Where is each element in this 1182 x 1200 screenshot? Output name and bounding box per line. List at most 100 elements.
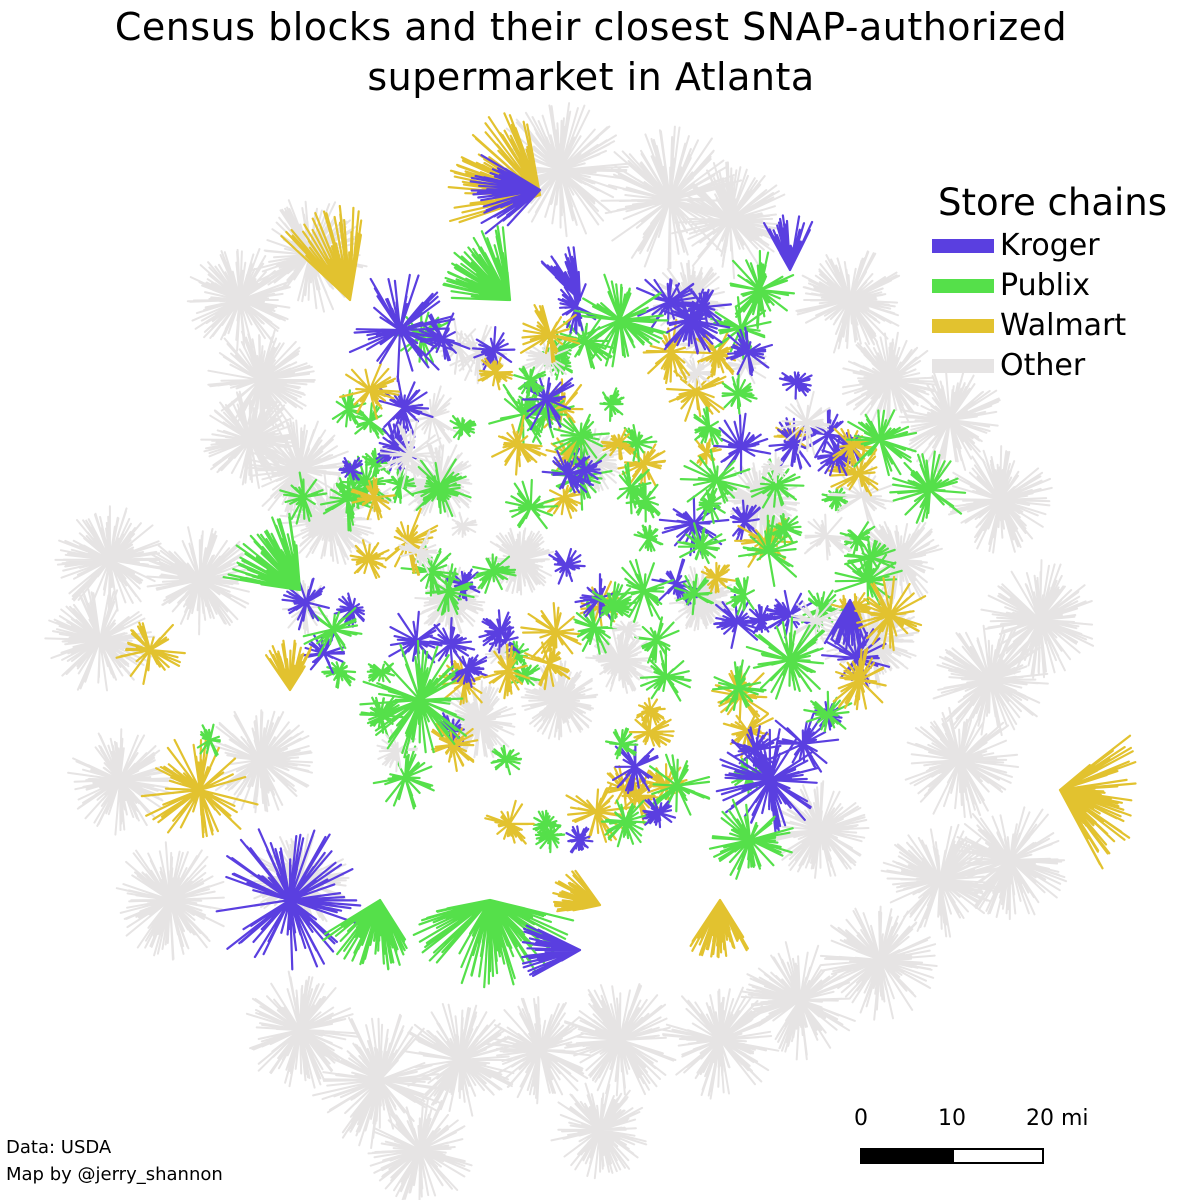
chain-cluster-66 <box>568 451 603 487</box>
chain-cluster-15 <box>769 713 840 773</box>
chain-cluster-112 <box>639 646 692 702</box>
chain-cluster-164 <box>398 529 439 574</box>
chain-cluster-45 <box>729 499 761 543</box>
other-cluster-13 <box>932 623 1049 737</box>
publix-cluster-west-small <box>196 723 221 757</box>
chain-cluster-155 <box>349 539 390 579</box>
other-cluster-11 <box>945 445 1053 554</box>
legend-label-kroger: Kroger <box>1000 228 1100 263</box>
chain-cluster-74 <box>843 535 897 582</box>
chain-cluster-1 <box>617 443 667 488</box>
chain-cluster-152 <box>491 414 547 476</box>
legend-label-other: Other <box>1000 348 1086 383</box>
legend-swatch-walmart <box>932 319 994 333</box>
chain-cluster-136 <box>472 553 517 594</box>
walmart-cluster-east-2 <box>853 575 927 652</box>
chain-cluster-121 <box>649 753 711 816</box>
map-title: Census blocks and their closest SNAP-aut… <box>0 2 1182 102</box>
scale-bar-white <box>952 1148 1044 1164</box>
publix-cluster-ne <box>889 450 967 524</box>
kroger-cluster-sw <box>215 828 362 971</box>
walmart-cluster-far-w <box>115 621 186 685</box>
chain-cluster-160 <box>302 606 363 657</box>
other-cluster-9 <box>841 331 939 428</box>
other-cluster-42 <box>585 624 654 694</box>
chain-cluster-55 <box>674 573 714 616</box>
walmart-cluster-east <box>1058 734 1137 870</box>
other-cluster-16 <box>880 823 1000 938</box>
other-cluster-17 <box>819 905 938 1021</box>
other-cluster-28 <box>54 505 165 613</box>
chain-cluster-161 <box>281 577 330 631</box>
chain-cluster-54 <box>725 576 755 616</box>
chain-cluster-141 <box>478 609 515 654</box>
chain-cluster-22 <box>532 809 562 840</box>
chain-cluster-156 <box>519 304 581 364</box>
other-cluster-24 <box>245 970 360 1089</box>
legend-item-walmart: Walmart <box>930 306 1180 346</box>
chain-cluster-157 <box>338 457 363 481</box>
chain-cluster-41 <box>359 696 404 738</box>
chain-cluster-18 <box>520 602 583 666</box>
walmart-cluster-sw <box>140 731 259 839</box>
chain-cluster-43 <box>484 799 535 845</box>
other-cluster-37 <box>772 780 870 879</box>
chain-cluster-69 <box>548 547 586 585</box>
title-line-2: supermarket in Atlanta <box>367 55 815 99</box>
chain-cluster-116 <box>552 413 610 465</box>
legend-label-walmart: Walmart <box>1000 308 1127 343</box>
kroger-cluster-se <box>715 728 820 833</box>
chain-cluster-68 <box>625 482 661 523</box>
publix-cluster-ne-2 <box>846 409 918 477</box>
kroger-cluster-north <box>469 154 542 235</box>
kroger-cluster-south <box>521 924 582 977</box>
walmart-cluster-east-3 <box>832 647 887 711</box>
chain-cluster-149 <box>414 312 471 362</box>
chain-cluster-57 <box>634 616 680 664</box>
chain-cluster-108 <box>803 690 853 733</box>
legend-label-publix: Publix <box>1000 268 1091 303</box>
chain-cluster-140 <box>522 641 571 691</box>
chain-cluster-139 <box>599 387 625 422</box>
other-cluster-31 <box>367 1096 473 1200</box>
chain-cluster-14 <box>321 661 357 689</box>
other-cluster-15 <box>951 806 1068 921</box>
publix-cluster-ne-3 <box>729 249 795 330</box>
scale-label-20: 20 mi <box>1026 1106 1089 1131</box>
chain-cluster-119 <box>565 825 594 854</box>
publix-cluster-north <box>442 225 512 302</box>
legend-item-other: Other <box>930 346 1180 386</box>
kroger-cluster-east <box>823 598 869 650</box>
chain-cluster-163 <box>780 390 831 456</box>
other-cluster-5 <box>207 328 316 435</box>
chain-cluster-77 <box>600 799 652 848</box>
scale-label-0: 0 <box>854 1106 868 1131</box>
chain-cluster-138 <box>448 649 489 688</box>
legend-swatch-kroger <box>932 239 994 253</box>
chain-cluster-150 <box>339 362 401 420</box>
other-cluster-26 <box>67 728 175 836</box>
other-cluster-2 <box>671 161 786 280</box>
other-cluster-12 <box>980 559 1095 679</box>
publix-cluster-west <box>222 512 302 592</box>
chain-cluster-86 <box>693 406 723 446</box>
chain-cluster-165 <box>513 365 547 397</box>
chain-cluster-44 <box>372 744 435 810</box>
publix-cluster-se-2 <box>708 798 794 880</box>
walmart-cluster-south <box>552 869 602 913</box>
credits: Data: USDA Map by @jerry_shannon <box>6 1134 223 1188</box>
chain-cluster-32 <box>713 594 759 649</box>
kroger-cluster-north-2 <box>660 284 731 355</box>
chain-cluster-167 <box>379 420 442 488</box>
publix-cluster-central-sw <box>359 639 467 759</box>
publix-cluster-sw <box>322 898 408 971</box>
publix-cluster-north-2 <box>573 273 669 368</box>
chain-cluster-8 <box>695 438 722 466</box>
other-cluster-8 <box>795 250 901 354</box>
chain-cluster-158 <box>628 706 675 748</box>
chain-cluster-12 <box>713 412 772 475</box>
chain-cluster-103 <box>612 743 659 794</box>
chain-cluster-111 <box>477 356 514 391</box>
chain-cluster-2 <box>543 480 583 519</box>
other-cluster-25 <box>115 841 225 961</box>
